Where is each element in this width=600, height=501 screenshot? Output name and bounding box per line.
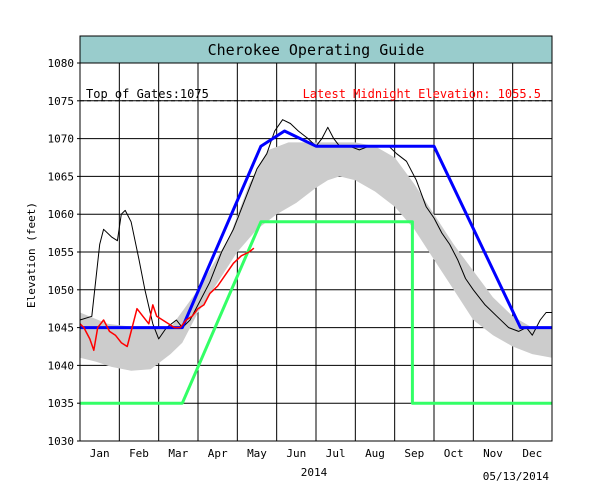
x-tick-label: Dec (522, 447, 542, 460)
date-label: 05/13/2014 (483, 470, 550, 483)
y-tick-label: 1065 (48, 170, 75, 183)
y-tick-label: 1060 (48, 208, 75, 221)
x-tick-label: Nov (483, 447, 503, 460)
latest-elevation-label: Latest Midnight Elevation: 1055.5 (303, 87, 541, 101)
y-tick-label: 1045 (48, 322, 75, 335)
top-of-gates-label: Top of Gates:1075 (86, 87, 209, 101)
x-tick-label: Mar (168, 447, 188, 460)
x-tick-label: Feb (129, 447, 149, 460)
x-tick-label: Apr (208, 447, 228, 460)
y-axis-label: Elevation (feet) (25, 202, 38, 308)
x-axis-label: 2014 (301, 466, 328, 479)
guide-lower-line (80, 220, 552, 405)
x-tick-label: Jun (286, 447, 306, 460)
y-tick-label: 1035 (48, 397, 75, 410)
y-tick-label: 1050 (48, 284, 75, 297)
x-axis-ticks: Jan Feb Mar Apr May Jun Jul Aug Sep Oct Nov Dec (90, 447, 543, 460)
y-tick-label: 1070 (48, 133, 75, 146)
y-tick-label: 1075 (48, 95, 75, 108)
series-lines (79, 119, 552, 405)
y-axis-ticks: 1030 1035 1040 1045 1050 1055 1060 1065 1070 1075… (48, 57, 80, 448)
x-tick-label: Jan (90, 447, 110, 460)
x-tick-label: Aug (365, 447, 385, 460)
y-tick-label: 1040 (48, 359, 75, 372)
title-bar (79, 35, 553, 64)
x-tick-label: Oct (444, 447, 464, 460)
y-tick-label: 1030 (48, 435, 75, 448)
chart-title: Cherokee Operating Guide (208, 41, 425, 59)
current-line (79, 247, 255, 352)
y-tick-label: 1080 (48, 57, 75, 70)
x-tick-label: May (247, 447, 267, 460)
history-line (79, 119, 552, 340)
guide-upper-line (80, 129, 552, 330)
x-tick-label: Sep (404, 447, 424, 460)
historical-range-band (80, 142, 552, 371)
y-tick-label: 1055 (48, 246, 75, 259)
band-area (80, 142, 552, 371)
x-tick-label: Jul (326, 447, 346, 460)
